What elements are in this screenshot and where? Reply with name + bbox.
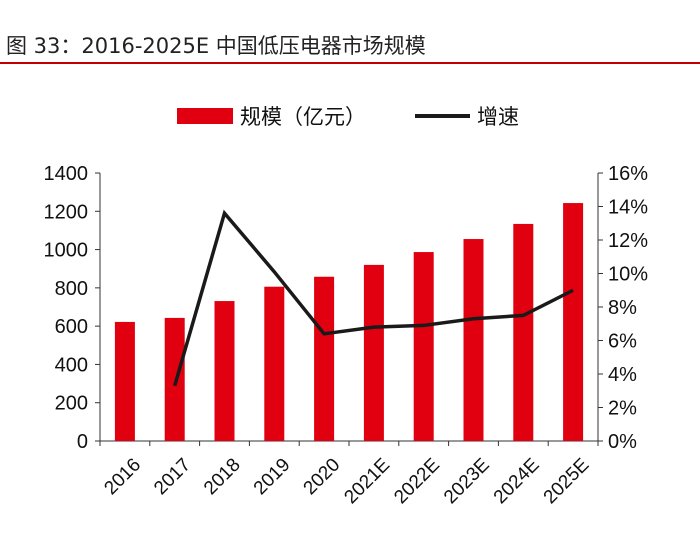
left-tick-label: 200	[55, 393, 88, 415]
x-tick-label: 2022E	[390, 454, 444, 508]
bar-2022E	[413, 252, 434, 441]
x-tick-label: 2024E	[490, 454, 544, 508]
right-tick-label: 8%	[608, 297, 637, 319]
right-tick-label: 12%	[608, 230, 648, 252]
x-tick-label: 2025E	[540, 454, 594, 508]
legend-bar-swatch	[177, 108, 233, 124]
title-divider	[0, 62, 700, 64]
right-tick-label: 14%	[608, 197, 648, 219]
x-tick-label: 2019	[250, 454, 295, 499]
right-tick-label: 10%	[608, 264, 648, 286]
x-tick-label: 2016	[100, 454, 145, 499]
right-tick-label: 0%	[608, 431, 637, 453]
x-tick-label: 2023E	[440, 454, 494, 508]
bar-2024E	[513, 223, 534, 441]
left-tick-label: 1200	[44, 201, 89, 223]
right-tick-label: 6%	[608, 331, 637, 353]
bar-2025E	[563, 203, 584, 441]
right-tick-label: 2%	[608, 398, 637, 420]
bar-2021E	[363, 264, 384, 441]
legend-bar-label: 规模（亿元）	[240, 106, 366, 129]
x-tick-label: 2018	[200, 454, 245, 499]
left-tick-label: 800	[55, 278, 88, 300]
x-tick-label: 2021E	[340, 454, 394, 508]
left-tick-label: 400	[55, 354, 88, 376]
left-tick-label: 1000	[44, 240, 89, 262]
figure-title: 图 33：2016-2025E 中国低压电器市场规模	[6, 34, 426, 58]
x-tick-label: 2020	[300, 454, 345, 499]
bar-2020	[314, 276, 335, 441]
bar-2016	[114, 321, 135, 441]
bar-2023E	[463, 239, 484, 441]
x-tick-label: 2017	[150, 454, 195, 499]
left-tick-label: 1400	[44, 163, 89, 185]
left-tick-label: 0	[77, 431, 88, 453]
legend-line-label: 增速	[477, 106, 519, 129]
bar-2019	[264, 286, 285, 441]
right-tick-label: 4%	[608, 364, 637, 386]
bar-2018	[214, 301, 235, 441]
right-tick-label: 16%	[608, 163, 648, 185]
left-tick-label: 600	[55, 316, 88, 338]
